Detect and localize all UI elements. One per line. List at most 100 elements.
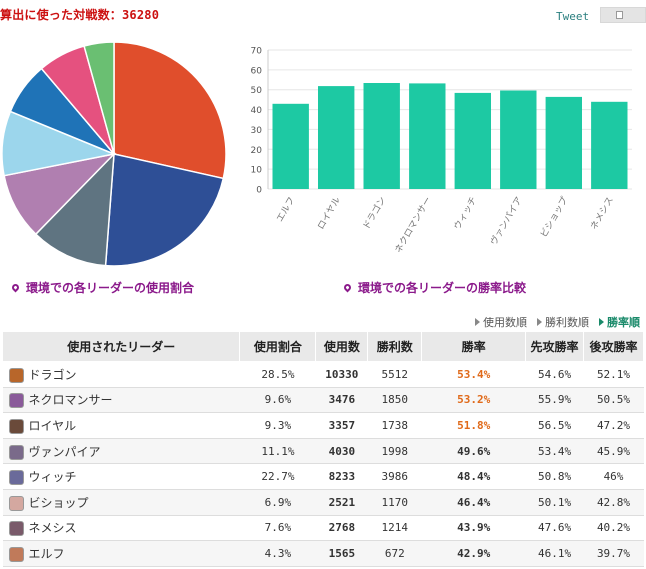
leader-cell: ネメシス	[2, 515, 240, 542]
sort-by-usage[interactable]: 使用数順	[475, 314, 527, 330]
x-tick-label: エルフ	[275, 196, 297, 224]
col-header-count[interactable]: 使用数	[315, 331, 369, 362]
wins-cell: 1738	[367, 412, 422, 439]
usage-cell: 11.1%	[239, 438, 316, 465]
bar	[545, 96, 582, 189]
table-row: ウィッチ 22.7% 8233 3986 48.4% 50.8% 46%	[2, 463, 644, 490]
leader-avatar	[8, 367, 24, 383]
col-header-winrate[interactable]: 勝率	[421, 331, 527, 362]
leader-avatar	[8, 521, 24, 537]
bar	[454, 92, 491, 189]
location-pin-icon	[10, 282, 21, 293]
first-winrate-cell: 50.8%	[525, 463, 584, 490]
bar	[318, 86, 355, 189]
winrate-cell: 51.8%	[421, 412, 526, 439]
col-header-leader[interactable]: 使用されたリーダー	[1, 331, 241, 362]
wins-cell: 1850	[367, 387, 422, 414]
y-tick-label: 40	[251, 106, 263, 116]
sort-by-wins[interactable]: 勝利数順	[537, 314, 589, 330]
triangle-right-icon	[475, 318, 480, 326]
leader-cell: ロイヤル	[2, 412, 240, 439]
usage-cell: 7.6%	[239, 515, 316, 542]
leader-cell: ネクロマンサー	[2, 387, 240, 414]
bar-svg: 0 10 20 30 40 50 60 70 エルフ ロイヤル ドラゴン ネクロマンサー ウィッチ ヴァン…	[251, 47, 632, 255]
leader-cell: エルフ	[2, 540, 240, 567]
second-winrate-cell: 50.5%	[583, 387, 644, 414]
battle-count-title: 算出に使った対戦数：36280	[0, 8, 160, 22]
leader-cell: ウィッチ	[2, 463, 240, 490]
x-tick-label: ウィッチ	[452, 195, 480, 232]
pie-slice	[83, 41, 115, 155]
winrate-caption-text: 環境での各リーダーの勝率比較	[358, 281, 527, 295]
usage-caption-text: 環境での各リーダーの使用割合	[26, 281, 195, 295]
pie-slice	[34, 151, 115, 267]
location-pin-icon	[342, 282, 353, 293]
x-tick-label: ドラゴン	[360, 195, 388, 232]
second-winrate-cell: 42.8%	[583, 489, 644, 516]
first-winrate-cell: 56.5%	[525, 412, 584, 439]
share-button[interactable]	[600, 7, 646, 23]
table-row: エルフ 4.3% 1565 672 42.9% 46.1% 39.7%	[2, 540, 644, 567]
sort-by-winrate[interactable]: 勝率順	[599, 314, 640, 330]
pie-slice	[104, 153, 225, 267]
usage-caption: 環境での各リーダーの使用割合	[10, 279, 194, 296]
usage-pie-chart	[0, 40, 230, 270]
usage-cell: 4.3%	[239, 540, 316, 567]
leader-name: ネクロマンサー	[28, 393, 113, 408]
tweet-link[interactable]: Tweet	[556, 10, 590, 23]
winrate-cell: 53.4%	[421, 361, 526, 388]
table-row: ネクロマンサー 9.6% 3476 1850 53.2% 55.9% 50.5%	[2, 387, 644, 414]
first-winrate-cell: 53.4%	[525, 438, 584, 465]
count-cell: 8233	[315, 463, 368, 490]
pie-slice	[113, 41, 227, 180]
leader-cell: ドラゴン	[2, 361, 240, 388]
usage-cell: 22.7%	[239, 463, 316, 490]
sort-label: 勝利数順	[545, 316, 589, 329]
second-winrate-cell: 46%	[583, 463, 644, 490]
table-header-row: 使用されたリーダー 使用割合 使用数 勝利数 勝率 先攻勝率 後攻勝率	[1, 331, 644, 362]
triangle-right-icon	[537, 318, 542, 326]
winrate-cell: 48.4%	[421, 463, 526, 490]
first-winrate-cell: 54.6%	[525, 361, 584, 388]
col-header-second[interactable]: 後攻勝率	[583, 331, 644, 362]
winrate-cell: 53.2%	[421, 387, 526, 414]
usage-cell: 9.6%	[239, 387, 316, 414]
count-cell: 4030	[315, 438, 368, 465]
wins-cell: 672	[367, 540, 422, 567]
leader-avatar	[8, 495, 24, 511]
col-header-first[interactable]: 先攻勝率	[525, 331, 585, 362]
count-cell: 2521	[315, 489, 368, 516]
wins-cell: 5512	[367, 361, 422, 388]
bar	[500, 90, 537, 189]
leader-name: ビショップ	[28, 495, 89, 510]
second-winrate-cell: 45.9%	[583, 438, 644, 465]
second-winrate-cell: 40.2%	[583, 515, 644, 542]
leader-stats-table: 使用されたリーダー 使用割合 使用数 勝利数 勝率 先攻勝率 後攻勝率 ドラゴン…	[1, 331, 644, 567]
bar	[409, 83, 446, 189]
table-row: ネメシス 7.6% 2768 1214 43.9% 47.6% 40.2%	[2, 515, 644, 542]
count-cell: 10330	[315, 361, 368, 388]
x-tick-label: ロイヤル	[316, 196, 343, 232]
leader-name: ヴァンパイア	[28, 444, 101, 459]
leader-name: ロイヤル	[28, 418, 77, 433]
col-header-wins[interactable]: 勝利数	[367, 331, 423, 362]
usage-cell: 6.9%	[239, 489, 316, 516]
leader-cell: ビショップ	[2, 489, 240, 516]
leader-name: エルフ	[28, 546, 65, 561]
y-tick-label: 30	[251, 126, 263, 136]
wins-cell: 3986	[367, 463, 422, 490]
leader-name: ネメシス	[28, 521, 77, 536]
usage-cell: 9.3%	[239, 412, 316, 439]
sort-options: 使用数順 勝利数順 勝率順	[475, 314, 640, 330]
leader-avatar	[8, 546, 24, 562]
leader-name: ウィッチ	[28, 470, 77, 485]
pie-svg	[1, 41, 227, 267]
wins-cell: 1214	[367, 515, 422, 542]
y-tick-label: 0	[256, 186, 262, 196]
count-cell: 3357	[315, 412, 368, 439]
leader-avatar	[8, 393, 24, 409]
bar	[363, 83, 400, 189]
wins-cell: 1170	[367, 489, 422, 516]
y-tick-label: 50	[251, 86, 263, 96]
col-header-usage[interactable]: 使用割合	[239, 331, 317, 362]
